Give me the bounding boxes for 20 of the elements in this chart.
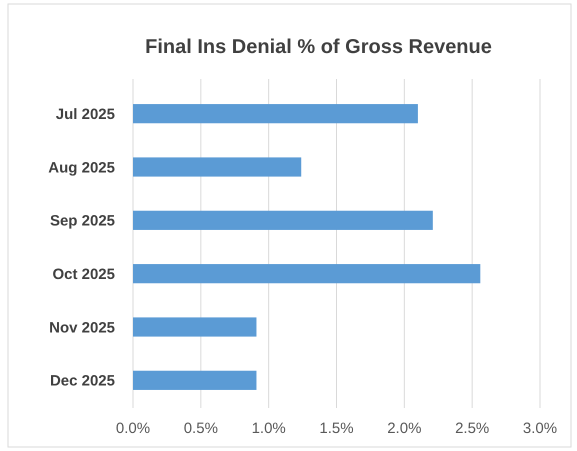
bar xyxy=(133,157,302,177)
bar xyxy=(133,210,433,230)
bar xyxy=(133,264,480,284)
x-tick-label: 1.5% xyxy=(319,420,354,437)
y-tick-label: Aug 2025 xyxy=(48,159,115,176)
y-tick-label: Jul 2025 xyxy=(56,106,115,123)
x-tick-label: 2.5% xyxy=(455,420,490,437)
x-tick-label: 1.0% xyxy=(252,420,286,437)
chart-title: Final Ins Denial % of Gross Revenue xyxy=(145,36,492,58)
y-tick-label: Nov 2025 xyxy=(49,319,115,336)
y-tick-label: Oct 2025 xyxy=(52,266,115,283)
bar xyxy=(133,317,256,337)
y-tick-label: Dec 2025 xyxy=(50,372,115,390)
x-tick-label: 3.0% xyxy=(522,420,558,437)
bar xyxy=(133,104,418,124)
bar xyxy=(133,370,256,390)
x-tick-label: 2.0% xyxy=(387,420,422,437)
y-tick-label: Sep 2025 xyxy=(50,212,115,230)
x-tick-label: 0.0% xyxy=(116,420,150,437)
x-tick-label: 0.5% xyxy=(184,420,218,437)
